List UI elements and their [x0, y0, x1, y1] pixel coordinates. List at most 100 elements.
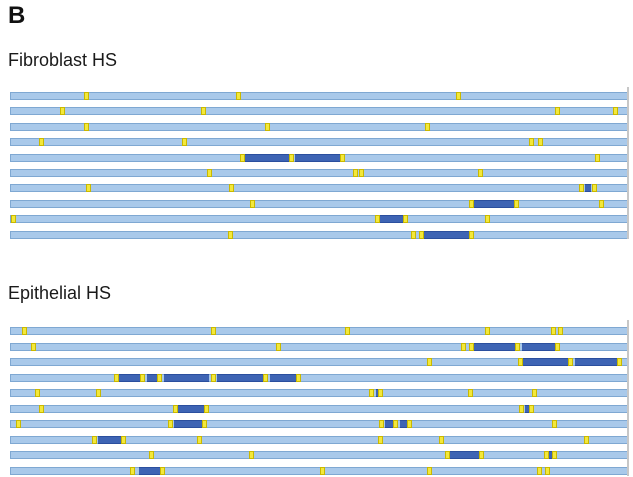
- dark-segment: [139, 467, 162, 475]
- yellow-marker: [16, 420, 21, 428]
- dark-segment: [585, 184, 591, 192]
- yellow-marker: [84, 92, 89, 100]
- dark-segment: [178, 405, 206, 413]
- yellow-marker: [485, 215, 490, 223]
- fibroblast-track-3: [10, 123, 628, 131]
- yellow-marker: [250, 200, 255, 208]
- yellow-marker: [359, 169, 364, 177]
- yellow-marker: [544, 451, 549, 459]
- epithelial-title: Epithelial HS: [8, 283, 112, 303]
- yellow-marker: [236, 92, 241, 100]
- fibroblast-track-6: [10, 169, 628, 177]
- yellow-marker: [202, 420, 207, 428]
- yellow-marker: [201, 107, 206, 115]
- dark-segment: [549, 451, 553, 459]
- yellow-marker: [96, 389, 101, 397]
- yellow-marker: [121, 436, 126, 444]
- yellow-marker: [173, 405, 178, 413]
- yellow-marker: [353, 169, 358, 177]
- yellow-marker: [375, 215, 380, 223]
- yellow-marker: [592, 184, 597, 192]
- epithelial-track-2: [10, 343, 628, 351]
- yellow-marker: [599, 200, 604, 208]
- yellow-marker: [439, 436, 444, 444]
- yellow-marker: [537, 467, 542, 475]
- dark-segment: [295, 154, 342, 162]
- dark-segment: [473, 200, 516, 208]
- yellow-marker: [289, 154, 294, 162]
- yellow-marker: [515, 343, 520, 351]
- dark-segment: [385, 420, 395, 428]
- yellow-marker: [427, 467, 432, 475]
- fibroblast-track-group: [10, 92, 628, 240]
- dark-segment: [525, 405, 530, 413]
- fibroblast-right-border: [627, 87, 629, 239]
- dark-segment: [119, 374, 142, 382]
- yellow-marker: [538, 138, 543, 146]
- yellow-marker: [160, 467, 165, 475]
- yellow-marker: [568, 358, 573, 366]
- yellow-marker: [157, 374, 162, 382]
- yellow-marker: [555, 343, 560, 351]
- dark-segment: [376, 389, 379, 397]
- yellow-marker: [204, 405, 209, 413]
- yellow-marker: [140, 374, 145, 382]
- dark-segment: [98, 436, 123, 444]
- fibroblast-track-4: [10, 138, 628, 146]
- fibroblast-track-5: [10, 154, 628, 162]
- yellow-marker: [552, 451, 557, 459]
- yellow-marker: [340, 154, 345, 162]
- yellow-marker: [613, 107, 618, 115]
- yellow-marker: [114, 374, 119, 382]
- yellow-marker: [182, 138, 187, 146]
- yellow-marker: [595, 154, 600, 162]
- yellow-marker: [60, 107, 65, 115]
- epithelial-track-6: [10, 405, 628, 413]
- dark-segment: [424, 231, 471, 239]
- yellow-marker: [411, 231, 416, 239]
- yellow-marker: [407, 420, 412, 428]
- yellow-marker: [31, 343, 36, 351]
- yellow-marker: [529, 405, 534, 413]
- yellow-marker: [617, 358, 622, 366]
- yellow-marker: [579, 184, 584, 192]
- yellow-marker: [211, 327, 216, 335]
- dark-segment: [473, 343, 517, 351]
- fibroblast-track-1: [10, 92, 628, 100]
- panel-label: B: [8, 2, 26, 29]
- yellow-marker: [403, 215, 408, 223]
- yellow-marker: [478, 169, 483, 177]
- yellow-marker: [532, 389, 537, 397]
- yellow-marker: [425, 123, 430, 131]
- yellow-marker: [229, 184, 234, 192]
- yellow-marker: [552, 420, 557, 428]
- yellow-marker: [584, 436, 589, 444]
- dark-segment: [217, 374, 265, 382]
- dark-segment: [164, 374, 209, 382]
- epithelial-track-9: [10, 451, 628, 459]
- yellow-marker: [461, 343, 466, 351]
- fibroblast-title: Fibroblast HS: [8, 50, 118, 70]
- yellow-marker: [485, 327, 490, 335]
- yellow-marker: [86, 184, 91, 192]
- yellow-marker: [35, 389, 40, 397]
- yellow-marker: [249, 451, 254, 459]
- epithelial-track-7: [10, 420, 628, 428]
- yellow-marker: [276, 343, 281, 351]
- fibroblast-track-8: [10, 200, 628, 208]
- dark-segment: [400, 420, 409, 428]
- yellow-marker: [228, 231, 233, 239]
- yellow-marker: [378, 389, 383, 397]
- yellow-marker: [469, 200, 474, 208]
- yellow-marker: [296, 374, 301, 382]
- yellow-marker: [130, 467, 135, 475]
- epithelial-track-1: [10, 327, 628, 335]
- yellow-marker: [518, 358, 523, 366]
- yellow-marker: [197, 436, 202, 444]
- yellow-marker: [551, 327, 556, 335]
- yellow-marker: [92, 436, 97, 444]
- yellow-marker: [468, 389, 473, 397]
- fibroblast-track-2: [10, 107, 628, 115]
- yellow-marker: [469, 231, 474, 239]
- yellow-marker: [240, 154, 245, 162]
